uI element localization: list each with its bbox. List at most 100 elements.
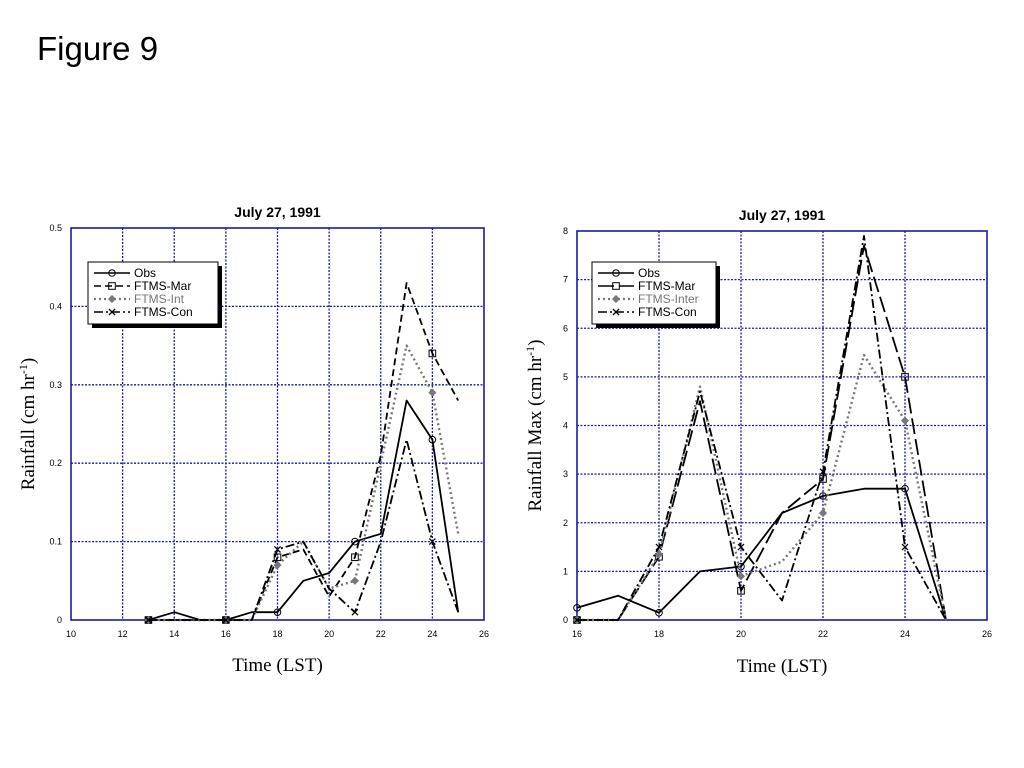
- legend-label: FTMS-Con: [134, 305, 193, 319]
- x-tick-label: 14: [169, 629, 179, 639]
- y-tick-label: 0.4: [49, 301, 62, 311]
- data-point-marker: [901, 484, 909, 493]
- legend-label: FTMS-Inter: [638, 292, 699, 306]
- x-tick-label: 24: [900, 629, 910, 639]
- series-ftms-con: [144, 438, 460, 624]
- y-axis-label-close: ): [18, 358, 39, 364]
- x-tick-label: 10: [66, 629, 76, 639]
- series-line: [577, 234, 947, 621]
- series-line: [148, 438, 460, 621]
- legend-label: Obs: [134, 266, 156, 280]
- y-axis-label: Rainfall (cm hr-1): [16, 358, 39, 490]
- y-axis-label-main: Rainfall (cm hr: [18, 373, 39, 490]
- data-point-marker: [901, 373, 909, 381]
- gridlines: [71, 228, 484, 620]
- data-point-marker: [351, 608, 359, 616]
- series-line: [148, 281, 459, 621]
- y-tick-label: 1: [563, 566, 568, 576]
- x-tick-label: 16: [221, 629, 231, 639]
- legend-label: FTMS-Int: [134, 292, 185, 306]
- series-line: [576, 487, 947, 621]
- data-point-marker: [573, 604, 581, 612]
- data-point-marker: [737, 587, 745, 595]
- series-ftms-con: [573, 234, 947, 624]
- y-axis-label: Rainfall Max (cm hr-1): [523, 340, 546, 512]
- data-point-marker: [273, 608, 282, 616]
- legend-marker: [612, 282, 620, 290]
- legend-marker: [108, 269, 116, 277]
- legend-marker: [108, 308, 116, 316]
- series-obs: [573, 484, 947, 621]
- legend-marker: [612, 269, 620, 277]
- data-point-marker: [573, 616, 581, 624]
- data-point-marker: [655, 608, 663, 617]
- chart-title: July 27, 1991: [234, 204, 321, 220]
- legend-marker: [108, 282, 116, 290]
- y-tick-label: 0: [57, 615, 62, 625]
- figure-title: Figure 9: [37, 30, 159, 67]
- data-point-marker: [222, 616, 230, 624]
- data-point-marker: [819, 475, 827, 483]
- data-point-marker: [273, 553, 282, 562]
- x-tick-label: 24: [427, 629, 437, 639]
- data-point-marker: [351, 553, 359, 562]
- legend-marker: [107, 294, 117, 304]
- y-tick-label: 0.1: [49, 537, 62, 547]
- y-axis-label-superscript: -1: [523, 346, 537, 356]
- data-point-marker: [736, 572, 746, 581]
- y-tick-label: 0.2: [49, 458, 62, 468]
- y-tick-label: 0: [563, 615, 568, 625]
- data-point-marker: [144, 616, 152, 624]
- x-tick-label: 20: [324, 629, 334, 639]
- x-tick-label: 26: [479, 629, 489, 639]
- y-tick-label: 2: [563, 518, 568, 528]
- data-point-marker: [819, 492, 827, 500]
- x-tick-label: 12: [118, 629, 128, 639]
- x-axis-label: Time (LST): [737, 656, 828, 677]
- y-tick-label: 5: [563, 372, 568, 382]
- y-tick-label: 3: [563, 469, 568, 479]
- x-axis-label: Time (LST): [232, 655, 323, 676]
- y-tick-label: 6: [563, 323, 568, 333]
- y-tick-label: 8: [563, 226, 568, 236]
- legend-marker: [612, 308, 620, 316]
- data-point-marker: [428, 349, 437, 358]
- y-axis-label-close: ): [525, 340, 546, 346]
- legend-label: FTMS-Con: [638, 305, 697, 319]
- y-tick-label: 0.3: [49, 380, 62, 390]
- data-point-marker: [655, 543, 663, 551]
- data-point-marker: [901, 543, 909, 551]
- chart-title: July 27, 1991: [739, 207, 826, 223]
- legend-label: Obs: [638, 266, 660, 280]
- x-tick-label: 22: [376, 629, 386, 639]
- data-point-marker: [428, 388, 437, 397]
- x-tick-label: 18: [272, 629, 282, 639]
- data-point-marker: [900, 416, 910, 425]
- data-point-marker: [654, 550, 664, 559]
- y-tick-label: 0.5: [49, 223, 62, 233]
- series-line: [577, 353, 948, 622]
- data-point-marker: [273, 561, 282, 570]
- series-line: [577, 244, 947, 621]
- legend-label: FTMS-Mar: [134, 279, 191, 293]
- data-point-marker: [428, 435, 437, 444]
- y-axis-label-superscript: -1: [16, 364, 30, 374]
- data-point-marker: [350, 576, 360, 585]
- x-tick-label: 18: [654, 629, 664, 639]
- x-tick-label: 26: [982, 629, 992, 639]
- legend-marker: [611, 294, 621, 304]
- data-point-marker: [737, 543, 745, 551]
- data-point-marker: [818, 508, 828, 518]
- x-tick-label: 20: [736, 629, 746, 639]
- y-tick-label: 4: [563, 421, 568, 431]
- data-point-marker: [819, 468, 827, 476]
- data-point-marker: [428, 538, 436, 546]
- y-tick-label: 7: [563, 275, 568, 285]
- y-axis-label-main: Rainfall Max (cm hr: [525, 355, 546, 511]
- data-point-marker: [274, 545, 281, 553]
- data-point-marker: [737, 562, 745, 571]
